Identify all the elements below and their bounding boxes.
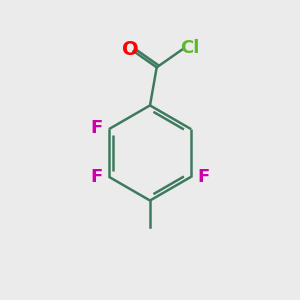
Text: F: F xyxy=(90,168,103,186)
Text: F: F xyxy=(90,119,103,137)
Text: F: F xyxy=(197,168,210,186)
Text: O: O xyxy=(122,40,139,59)
Text: Cl: Cl xyxy=(180,39,200,57)
